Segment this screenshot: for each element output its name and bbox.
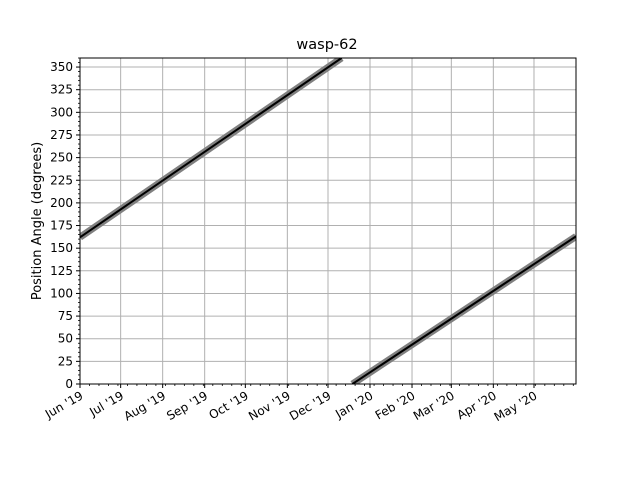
y-tick-label: 200 <box>50 196 73 210</box>
x-tick-label: Feb '20 <box>373 388 418 422</box>
x-tick-label: Mar '20 <box>411 388 457 423</box>
y-tick-label: 25 <box>58 354 73 368</box>
y-tick-label: 250 <box>50 151 73 165</box>
y-tick-label: 150 <box>50 241 73 255</box>
series-line <box>80 58 343 239</box>
y-axis: 0 25 50 75 100 125 150 175 200 225 250 275 300 325 350 <box>50 57 80 391</box>
x-tick-label: Oct '19 <box>206 388 250 422</box>
y-tick-label: 225 <box>50 173 73 187</box>
y-tick-label: 300 <box>50 105 73 119</box>
x-tick-label: Dec '19 <box>287 388 333 423</box>
x-tick-label: Nov '19 <box>246 388 293 423</box>
x-tick-label: Apr '20 <box>454 388 498 422</box>
y-tick-label: 100 <box>50 286 73 300</box>
grid-lines <box>79 58 576 385</box>
series-line <box>351 235 576 384</box>
x-tick-label: May '20 <box>492 388 540 424</box>
y-tick-label: 125 <box>50 264 73 278</box>
y-tick-label: 175 <box>50 219 73 233</box>
x-tick-label: Jul '19 <box>86 388 126 419</box>
chart-title: wasp-62 <box>296 37 357 53</box>
y-axis-label: Position Angle (degrees) <box>30 142 45 300</box>
plot-area <box>80 58 576 384</box>
x-tick-label: Jun '19 <box>42 388 85 421</box>
y-tick-label: 0 <box>65 377 73 391</box>
y-tick-label: 325 <box>50 83 73 97</box>
x-tick-label: Aug '19 <box>121 388 168 423</box>
y-tick-label: 275 <box>50 128 73 142</box>
y-tick-label: 350 <box>50 60 73 74</box>
x-tick-label: Sep '19 <box>164 388 210 423</box>
y-tick-label: 75 <box>58 309 73 323</box>
y-tick-label: 50 <box>58 332 73 346</box>
x-tick-label: Jan '20 <box>332 388 375 421</box>
